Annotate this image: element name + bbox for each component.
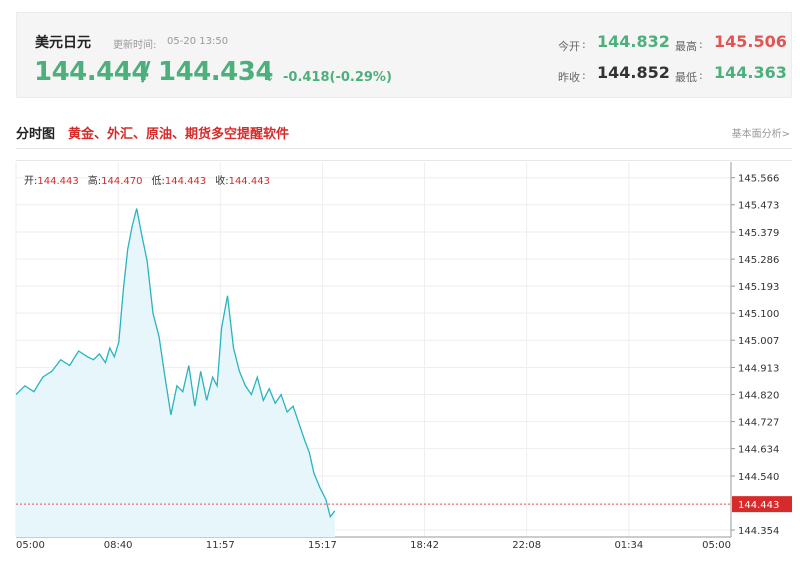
y-tick-label: 144.354 — [738, 526, 779, 537]
price-line — [15, 208, 336, 519]
low-separator: : — [699, 69, 703, 82]
info-high-label: 高: — [87, 176, 102, 187]
high-separator: : — [699, 38, 703, 51]
chart-section-header: 分时图 黄金、外汇、原油、期货多空提醒软件 基本面分析> — [16, 121, 792, 149]
info-high-value: 144.470 — [101, 176, 143, 187]
y-tick-label: 144.913 — [738, 364, 779, 375]
open-label: 今开 — [558, 40, 580, 53]
y-tick-label: 144.540 — [738, 472, 779, 483]
y-tick-label: 145.007 — [738, 336, 779, 347]
section-title: 分时图 — [16, 127, 56, 142]
quote-panel: 美元日元 更新时间: 05-20 13:50 144.444 / 144.434… — [16, 12, 792, 98]
x-tick-label: 11:57 — [206, 540, 235, 551]
y-tick-label: 145.193 — [738, 282, 779, 293]
info-close-value: 144.443 — [228, 176, 270, 187]
pair-name: 美元日元 — [35, 35, 91, 51]
down-arrow-icon: ↓ — [264, 70, 275, 85]
info-close-label: 收: — [215, 176, 229, 187]
open-value: 144.832 — [597, 32, 670, 51]
y-tick-label: 144.727 — [738, 418, 779, 429]
prev-close-value: 144.852 — [597, 63, 670, 82]
open-separator: : — [582, 38, 586, 51]
low-label: 最低 — [675, 71, 697, 84]
x-tick-label: 01:34 — [614, 540, 643, 551]
y-tick-label: 145.379 — [738, 228, 779, 239]
prev-close-separator: : — [582, 69, 586, 82]
prev-close-label: 昨收 — [558, 71, 580, 84]
info-open-label: 开: — [24, 176, 38, 187]
x-tick-label: 08:40 — [104, 540, 133, 551]
y-tick-label: 144.634 — [738, 445, 779, 456]
promo-link[interactable]: 黄金、外汇、原油、期货多空提醒软件 — [68, 127, 290, 142]
info-open-value: 144.443 — [37, 176, 79, 187]
y-tick-label: 144.820 — [738, 391, 779, 402]
y-tick-label: 145.566 — [738, 174, 779, 185]
info-low-label: 低: — [151, 176, 165, 187]
price-change: -0.418(-0.29%) — [283, 70, 392, 85]
x-tick-label: 18:42 — [410, 540, 439, 551]
y-tick-label: 145.286 — [738, 255, 779, 266]
intraday-chart-frame — [16, 160, 792, 538]
update-time-label: 更新时间: — [113, 40, 157, 51]
high-label: 最高 — [675, 40, 697, 53]
current-price-label: 144.443 — [738, 500, 779, 511]
x-tick-label: 05:00 — [702, 540, 731, 551]
y-tick-label: 145.473 — [738, 201, 779, 212]
current-price-badge — [732, 496, 792, 513]
x-tick-label: 22:08 — [512, 540, 541, 551]
x-tick-label: 05:00 — [16, 540, 45, 551]
fundamental-analysis-link[interactable]: 基本面分析> — [731, 129, 790, 140]
price-separator: / — [141, 57, 151, 87]
x-tick-label: 15:17 — [308, 540, 337, 551]
y-tick-label: 145.100 — [738, 309, 779, 320]
low-value: 144.363 — [714, 63, 787, 82]
high-value: 145.506 — [714, 32, 787, 51]
bid-price: 144.444 — [34, 57, 149, 87]
update-time: 05-20 13:50 — [167, 36, 229, 47]
price-area — [16, 208, 335, 537]
ohlc-info-row: 开:144.443 高:144.470 低:144.443 收:144.443 — [24, 172, 279, 187]
info-low-value: 144.443 — [164, 176, 207, 187]
ask-price: 144.434 — [158, 57, 273, 87]
